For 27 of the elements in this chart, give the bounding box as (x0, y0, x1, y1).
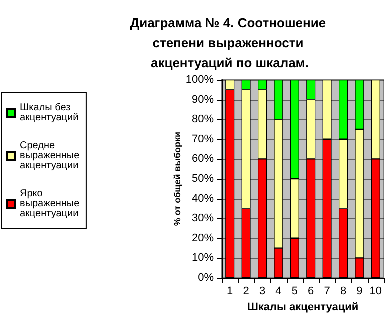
legend-label: Шкалы без акцентуаций (20, 102, 79, 124)
x-tick-label: 2 (243, 286, 250, 298)
legend-label: Ярко выраженные акцентуации (20, 188, 82, 220)
x-tick-label: 10 (370, 286, 382, 298)
legend-label: Средне выраженные акцентуации (20, 140, 82, 172)
y-tick-label: 80% (192, 114, 214, 126)
x-tick-label: 3 (259, 286, 266, 298)
x-tick-label: 8 (340, 286, 347, 298)
x-tick-label: 4 (276, 286, 282, 298)
y-tick-label: 40% (192, 192, 214, 205)
y-axis-title: % от общей выборки (172, 132, 182, 226)
x-tick-label: 1 (227, 286, 234, 298)
x-tick-label: 5 (292, 286, 298, 298)
y-tick-label: 60% (192, 153, 214, 166)
x-tick-label: 7 (324, 286, 330, 298)
x-tick-label: 9 (356, 286, 363, 298)
y-tick-label: 50% (192, 173, 214, 185)
x-tick-label: 6 (308, 286, 314, 298)
y-tick-label: 70% (192, 133, 214, 146)
y-tick-label: 30% (192, 212, 214, 225)
y-tick-label: 20% (192, 232, 214, 244)
chart-title: Диаграмма № 4. Соотношение степени выраженности акцентуаций по шкалам. (130, 16, 330, 70)
y-tick-label: 100% (186, 74, 214, 86)
x-axis-title: Шкалы акцентуаций (247, 301, 359, 314)
y-tick-label: 0% (198, 272, 214, 284)
y-tick-label: 10% (192, 252, 214, 264)
y-tick-label: 90% (192, 94, 214, 106)
